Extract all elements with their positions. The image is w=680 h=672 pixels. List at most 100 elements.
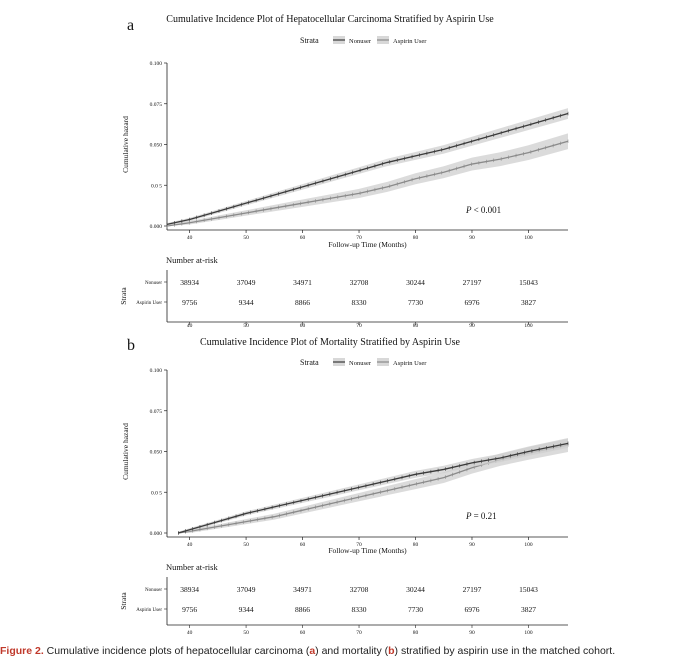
x-tick-label: 100 bbox=[524, 235, 533, 241]
y-tick-label: 0.0 5 bbox=[151, 183, 162, 189]
risk-count: 8866 bbox=[295, 298, 310, 307]
risk-x-tick-label: 60 bbox=[300, 630, 306, 636]
x-tick-label: 50 bbox=[243, 542, 249, 548]
p-value-annotation: P = 0.21 bbox=[465, 511, 497, 521]
risk-row-name: Aspirin User bbox=[136, 608, 162, 613]
risk-count: 3827 bbox=[521, 605, 536, 614]
p-value-symbol: P bbox=[465, 205, 474, 215]
risk-strata-label: Strata bbox=[119, 592, 128, 610]
x-tick-label: 40 bbox=[187, 542, 193, 548]
risk-strata-label: Strata bbox=[119, 287, 128, 305]
panel-label: b bbox=[127, 337, 135, 354]
risk-count: 37049 bbox=[237, 278, 256, 287]
risk-x-tick-label: 50 bbox=[243, 323, 249, 329]
series-line bbox=[166, 112, 569, 226]
risk-count: 8330 bbox=[352, 298, 367, 307]
risk-x-tick-label: 60 bbox=[300, 323, 306, 329]
legend-title: Strata bbox=[300, 358, 319, 367]
y-tick-label: 0.100 bbox=[150, 368, 163, 374]
risk-count: 30244 bbox=[406, 585, 425, 594]
caption-text-2: ) and mortality ( bbox=[315, 645, 389, 657]
risk-count: 8330 bbox=[352, 605, 367, 614]
legend-entry: Nonuser bbox=[349, 38, 372, 45]
risk-count: 9756 bbox=[182, 298, 197, 307]
risk-count: 38934 bbox=[180, 585, 199, 594]
chart-title: Cumulative Incidence Plot of Hepatocellu… bbox=[166, 14, 494, 25]
caption-text-1: Cumulative incidence plots of hepatocell… bbox=[43, 645, 310, 657]
series-line bbox=[166, 140, 569, 227]
risk-count: 27197 bbox=[463, 278, 482, 287]
caption-panel-b: b bbox=[388, 645, 395, 657]
caption-panel-a: a bbox=[309, 645, 316, 657]
x-tick-label: 60 bbox=[300, 542, 306, 548]
risk-x-tick-label: 40 bbox=[187, 630, 193, 636]
risk-count: 30244 bbox=[406, 278, 425, 287]
figure-canvas: a Cumulative Incidence Plot of Hepatocell… bbox=[119, 14, 569, 636]
panel-a: a Cumulative Incidence Plot of Hepatocell… bbox=[119, 14, 569, 329]
p-value-text: = 0.21 bbox=[474, 511, 497, 521]
y-axis-label: Cumulative hazard bbox=[121, 423, 130, 480]
risk-count: 9756 bbox=[182, 605, 197, 614]
p-value-annotation: P < 0.001 bbox=[465, 205, 501, 215]
risk-x-tick-label: 90 bbox=[469, 630, 475, 636]
risk-x-tick-label: 70 bbox=[356, 630, 362, 636]
risk-row-name: Nonuser bbox=[145, 281, 162, 286]
legend-entry: Aspirin User bbox=[393, 360, 427, 367]
x-tick-label: 80 bbox=[413, 542, 419, 548]
x-axis-label: Follow-up Time (Months) bbox=[328, 546, 407, 555]
legend: Strata Nonuser Aspirin User bbox=[300, 36, 427, 45]
series-line bbox=[178, 442, 569, 534]
y-tick-label: 0.0 5 bbox=[151, 490, 162, 496]
risk-x-tick-label: 90 bbox=[469, 323, 475, 329]
x-axis-label: Follow-up Time (Months) bbox=[328, 240, 407, 249]
legend-entry: Nonuser bbox=[349, 360, 372, 367]
legend-title: Strata bbox=[300, 36, 319, 45]
risk-x-tick-label: 100 bbox=[524, 630, 533, 636]
risk-count: 6976 bbox=[464, 605, 479, 614]
y-tick-label: 0.000 bbox=[150, 224, 163, 230]
risk-count: 32708 bbox=[350, 278, 369, 287]
x-tick-label: 80 bbox=[413, 235, 419, 241]
risk-count: 8866 bbox=[295, 605, 310, 614]
y-tick-label: 0.075 bbox=[150, 409, 163, 415]
caption-text-3: ) stratified by aspirin use in the match… bbox=[394, 645, 616, 657]
risk-count: 34971 bbox=[293, 278, 312, 287]
risk-count: 37049 bbox=[237, 585, 256, 594]
risk-count: 38934 bbox=[180, 278, 199, 287]
risk-table-title: Number at-risk bbox=[166, 255, 218, 265]
risk-count: 7730 bbox=[408, 298, 423, 307]
y-tick-label: 0.100 bbox=[150, 61, 163, 67]
risk-x-tick-label: 80 bbox=[413, 323, 419, 329]
risk-x-tick-label: 70 bbox=[356, 323, 362, 329]
risk-x-tick-label: 100 bbox=[524, 323, 533, 329]
panel-b: b Cumulative Incidence Plot of Mortality … bbox=[119, 337, 569, 636]
risk-count: 3827 bbox=[521, 298, 536, 307]
figure-caption: Figure 2. Cumulative incidence plots of … bbox=[0, 645, 680, 657]
ci-band bbox=[167, 133, 568, 226]
risk-x-tick-label: 80 bbox=[413, 630, 419, 636]
risk-row-name: Nonuser bbox=[145, 588, 162, 593]
p-value-text: < 0.001 bbox=[474, 205, 502, 215]
y-tick-label: 0.075 bbox=[150, 102, 163, 108]
risk-count: 6976 bbox=[464, 298, 479, 307]
x-tick-label: 70 bbox=[356, 542, 362, 548]
risk-count: 15043 bbox=[519, 278, 538, 287]
legend: Strata Nonuser Aspirin User bbox=[300, 358, 427, 367]
risk-count: 27197 bbox=[463, 585, 482, 594]
y-axis-label: Cumulative hazard bbox=[121, 116, 130, 173]
x-tick-label: 40 bbox=[187, 235, 193, 241]
x-tick-label: 50 bbox=[243, 235, 249, 241]
risk-count: 15043 bbox=[519, 585, 538, 594]
y-tick-label: 0.050 bbox=[150, 450, 163, 456]
y-tick-label: 0.050 bbox=[150, 143, 163, 149]
risk-count: 32708 bbox=[350, 585, 369, 594]
x-tick-label: 90 bbox=[469, 542, 475, 548]
risk-count: 34971 bbox=[293, 585, 312, 594]
x-tick-label: 60 bbox=[300, 235, 306, 241]
x-tick-label: 90 bbox=[469, 235, 475, 241]
y-tick-label: 0.000 bbox=[150, 531, 163, 537]
risk-count: 9344 bbox=[239, 605, 254, 614]
risk-row-name: Aspirin User bbox=[136, 301, 162, 306]
risk-table: Number at-risk Strata Nonuser 38934 37049 349… bbox=[119, 255, 568, 329]
